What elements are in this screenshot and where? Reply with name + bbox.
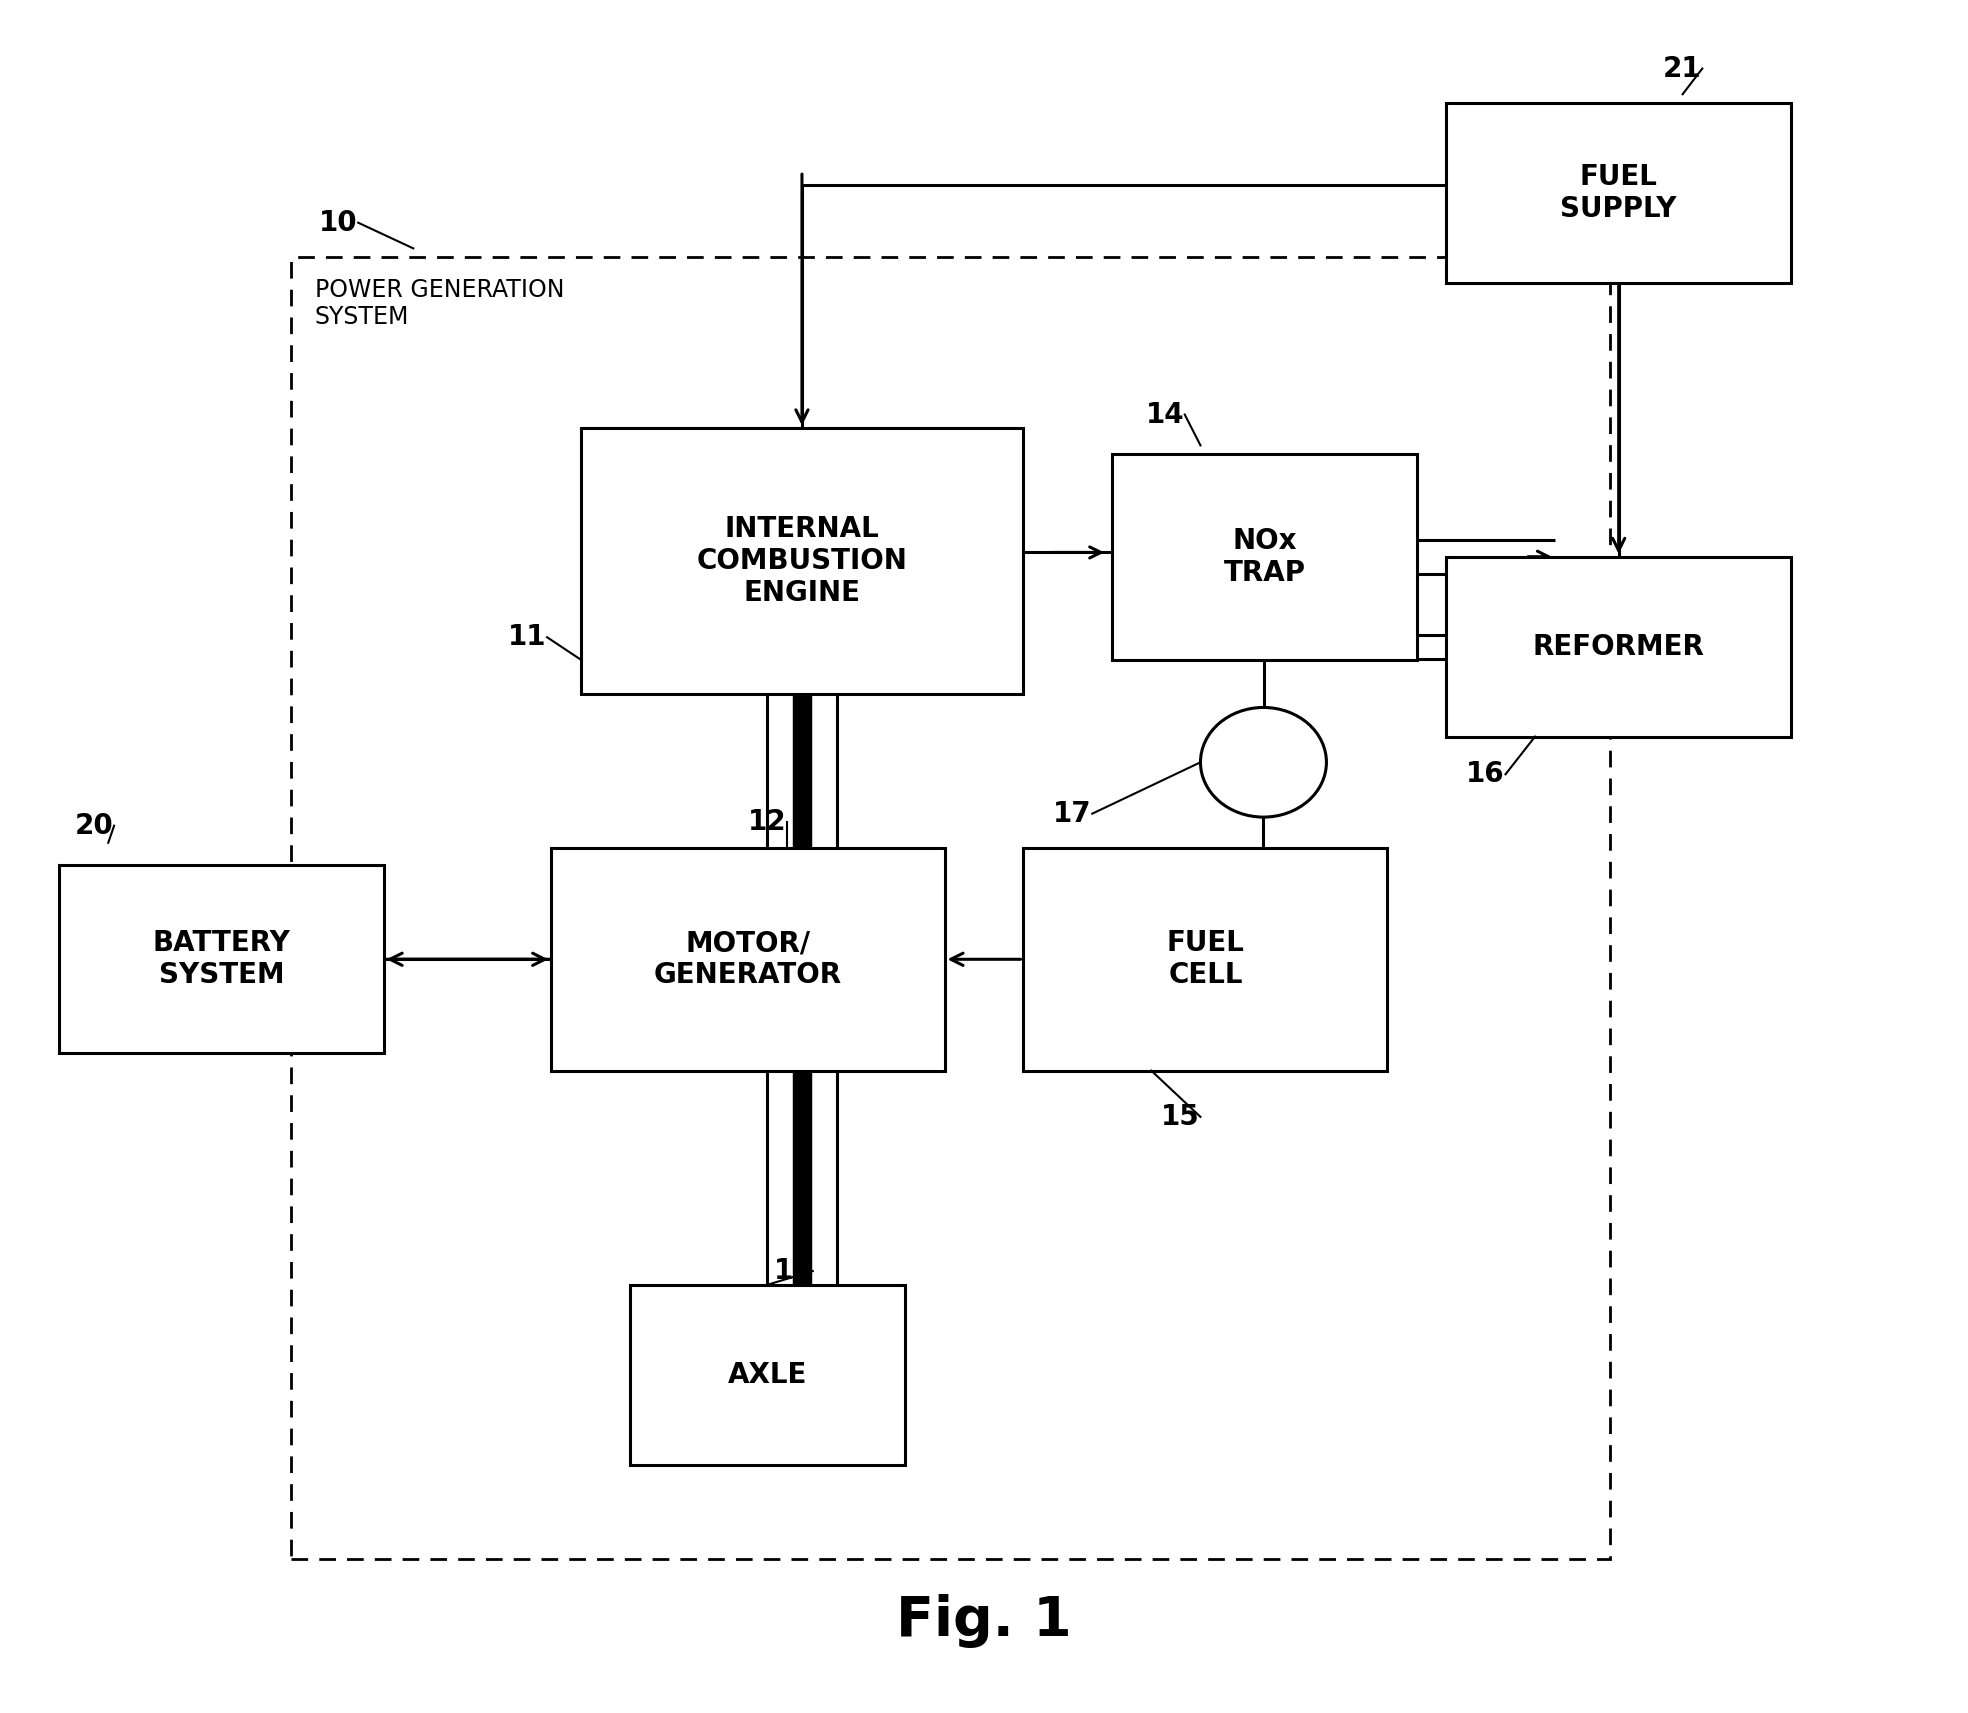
Text: FUEL
CELL: FUEL CELL xyxy=(1167,928,1244,990)
Text: 20: 20 xyxy=(75,812,114,839)
Text: AXLE: AXLE xyxy=(728,1360,807,1389)
Text: POWER GENERATION
SYSTEM: POWER GENERATION SYSTEM xyxy=(315,278,565,329)
Bar xyxy=(1446,557,1791,737)
Text: Fig. 1: Fig. 1 xyxy=(895,1593,1073,1648)
Text: REFORMER: REFORMER xyxy=(1533,632,1704,661)
Bar xyxy=(59,865,384,1053)
Circle shape xyxy=(1200,707,1326,817)
Bar xyxy=(581,428,1023,694)
Text: INTERNAL
COMBUSTION
ENGINE: INTERNAL COMBUSTION ENGINE xyxy=(697,514,907,608)
Text: BATTERY
SYSTEM: BATTERY SYSTEM xyxy=(152,928,291,990)
Text: FUEL
SUPPLY: FUEL SUPPLY xyxy=(1561,163,1677,223)
Bar xyxy=(630,1285,905,1465)
Text: 21: 21 xyxy=(1663,55,1702,82)
Text: 11: 11 xyxy=(508,624,547,651)
Text: 16: 16 xyxy=(1466,761,1506,788)
Text: 17: 17 xyxy=(1053,800,1092,827)
Text: 13: 13 xyxy=(773,1257,813,1285)
Text: 15: 15 xyxy=(1161,1103,1200,1131)
Text: NOx
TRAP: NOx TRAP xyxy=(1224,526,1305,588)
Text: 12: 12 xyxy=(748,809,787,836)
Text: 10: 10 xyxy=(319,209,358,236)
Bar xyxy=(1446,103,1791,283)
Bar xyxy=(291,257,1610,1559)
Text: MOTOR/
GENERATOR: MOTOR/ GENERATOR xyxy=(653,928,842,990)
Bar xyxy=(1023,848,1387,1071)
Text: 14: 14 xyxy=(1145,401,1185,428)
Bar xyxy=(1112,454,1417,660)
Bar xyxy=(551,848,945,1071)
